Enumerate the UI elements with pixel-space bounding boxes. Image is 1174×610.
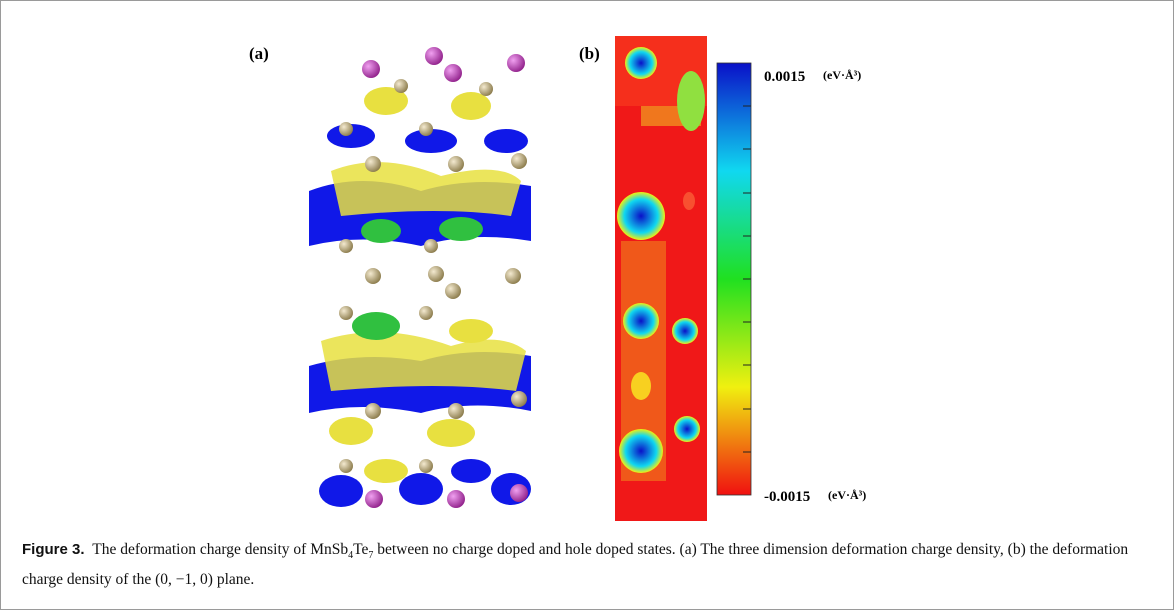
formula: 7 — [368, 550, 374, 562]
colorbar-unit: (eV·Å³) — [823, 68, 861, 82]
caption-text: The deformation charge density of — [92, 541, 311, 558]
colorbar-max: 0.0015 — [764, 69, 805, 85]
formula: MnSb — [310, 541, 349, 558]
caption-label: Figure 3. — [22, 541, 85, 558]
panel-label: (b) — [579, 44, 600, 63]
caption-text: between no charge doped and hole doped s… — [22, 541, 1129, 589]
colorbar-unit: (eV·Å³) — [828, 488, 866, 502]
panel-b-image — [615, 36, 707, 521]
panel-label: (a) — [249, 44, 269, 63]
formula: Te — [353, 541, 369, 558]
panel-a-image — [309, 47, 531, 508]
colorbar-min: -0.0015 — [764, 489, 810, 505]
formula: 4 — [348, 550, 354, 562]
colorbar: 0.0015 (eV·Å³) -0.0015 (eV·Å³) — [716, 62, 866, 505]
caption: Figure 3. The deformation charge density… — [22, 538, 1132, 592]
figure: (a) (b) — [249, 36, 866, 521]
